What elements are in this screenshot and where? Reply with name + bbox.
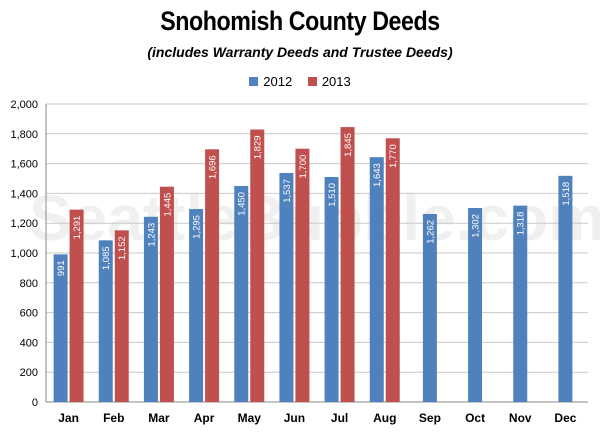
bar-2012-apr (189, 209, 204, 402)
x-tick-label: May (238, 411, 262, 425)
x-tick-label: Sep (419, 411, 441, 425)
data-label-2012-sep: 1,262 (425, 220, 436, 244)
x-tick-label: Jan (58, 411, 79, 425)
bar-2012-nov (513, 205, 528, 402)
x-tick-label: Oct (465, 411, 485, 425)
data-label-2013-jan: 1,291 (72, 216, 83, 240)
bar-2012-sep (422, 213, 437, 402)
data-label-2013-mar: 1,445 (162, 193, 173, 217)
y-tick-label: 2,000 (10, 99, 38, 111)
bar-2013-aug (385, 138, 400, 402)
data-label-2013-jul: 1,845 (343, 133, 354, 157)
y-tick-label: 1,600 (10, 159, 38, 171)
bar-2013-jun (295, 148, 310, 402)
bar-2012-jan (53, 254, 68, 402)
legend-item-2012: 2012 (249, 74, 292, 89)
bar-2013-may (250, 129, 265, 402)
x-tick-label: Mar (148, 411, 170, 425)
data-label-2012-dec: 1,518 (561, 182, 572, 206)
chart-title: Snohomish County Deeds (160, 6, 440, 36)
y-tick-label: 1,000 (10, 248, 38, 260)
legend-label-2013: 2013 (321, 74, 351, 89)
legend-swatch-2013 (307, 77, 317, 86)
chart-subtitle: (includes Warranty Deeds and Trustee Dee… (147, 44, 453, 60)
y-tick-label: 600 (20, 308, 38, 320)
y-tick-label: 1,400 (10, 188, 38, 200)
bar-2012-mar (143, 216, 158, 402)
bar-2012-aug (369, 157, 384, 402)
chart-legend: 2012 2013 (0, 74, 600, 89)
data-label-2012-jul: 1,510 (327, 183, 338, 207)
bar-2013-apr (205, 149, 220, 402)
x-tick-label: Feb (103, 411, 124, 425)
x-tick-label: Nov (509, 411, 532, 425)
bar-2012-may (234, 185, 249, 402)
y-tick-label: 0 (32, 397, 38, 409)
bar-2012-oct (468, 208, 483, 402)
bar-2013-jul (340, 127, 355, 402)
x-tick-label: Jul (331, 411, 348, 425)
data-label-2012-nov: 1,318 (516, 212, 527, 236)
legend-label-2012: 2012 (263, 74, 293, 89)
bar-2013-mar (159, 186, 174, 402)
x-tick-label: Aug (373, 411, 396, 425)
bar-2013-jan (69, 209, 84, 402)
data-label-2013-apr: 1,696 (208, 155, 219, 179)
data-label-2012-jun: 1,537 (282, 179, 293, 203)
data-label-2013-jun: 1,700 (298, 155, 309, 179)
bar-2012-dec (558, 175, 573, 402)
y-tick-label: 1,800 (10, 129, 38, 141)
data-label-2012-feb: 1,085 (101, 246, 112, 270)
bar-2012-jul (324, 177, 339, 402)
x-tick-label: Dec (554, 411, 576, 425)
data-label-2013-aug: 1,770 (388, 144, 399, 168)
data-label-2012-mar: 1,243 (146, 223, 157, 247)
data-label-2012-oct: 1,302 (471, 214, 482, 238)
data-label-2012-apr: 1,295 (192, 215, 203, 239)
data-label-2013-may: 1,829 (253, 135, 264, 159)
legend-swatch-2012 (249, 77, 259, 86)
bar-2012-jun (279, 172, 294, 402)
x-tick-label: Jun (284, 411, 305, 425)
x-tick-label: Apr (194, 411, 215, 425)
y-tick-label: 200 (20, 367, 38, 379)
legend-item-2013: 2013 (307, 74, 351, 89)
data-label-2012-may: 1,450 (237, 192, 248, 216)
y-tick-label: 800 (20, 278, 38, 290)
y-tick-label: 400 (20, 337, 38, 349)
data-label-2012-jan: 991 (56, 260, 67, 276)
bar-2012-feb (98, 240, 113, 402)
y-tick-label: 1,200 (10, 218, 38, 230)
bar-2013-feb (114, 230, 129, 402)
data-label-2013-feb: 1,152 (117, 236, 128, 260)
data-label-2012-aug: 1,643 (372, 163, 383, 187)
